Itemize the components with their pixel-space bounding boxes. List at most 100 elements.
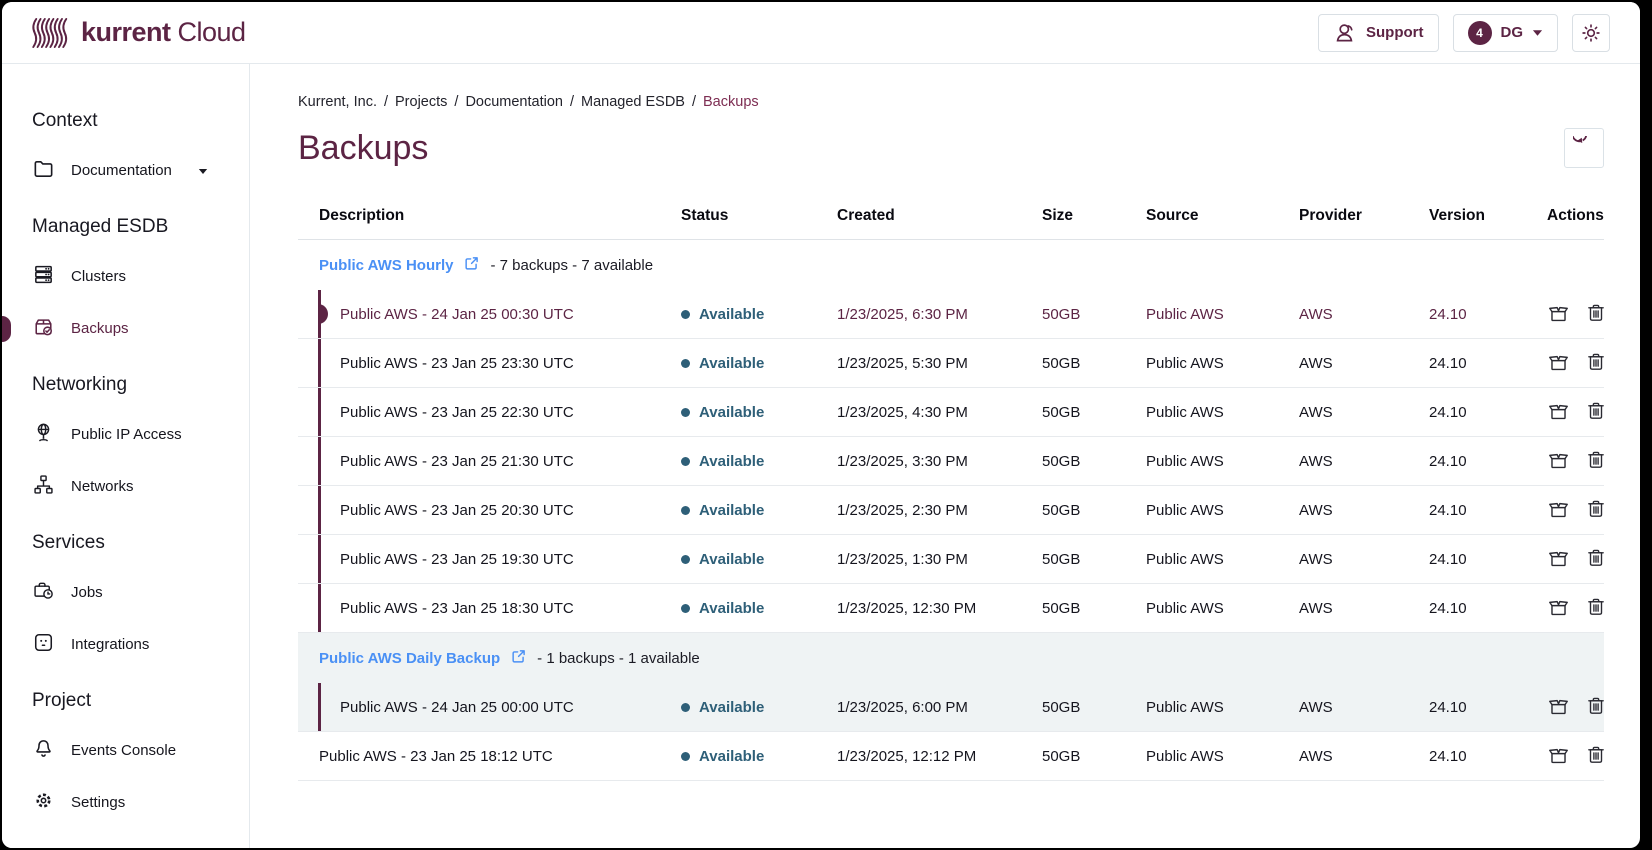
top-bar: kurrent Cloud Support 4 DG [2,2,1640,64]
open-box-icon [1547,301,1570,327]
delete-backup-button[interactable] [1585,498,1607,523]
column-header-created: Created [837,206,895,224]
backups-table: Description Status Created Size Source P… [298,192,1604,781]
backup-group-rows: Public AWS - 24 Jan 25 00:30 UTC Availab… [298,290,1604,633]
delete-backup-button[interactable] [1585,351,1607,376]
open-box-icon [1547,694,1570,720]
breadcrumb-separator: / [383,94,389,110]
theme-toggle-button[interactable] [1572,13,1610,52]
restore-backup-button[interactable] [1547,497,1570,523]
restore-backup-button[interactable] [1547,743,1570,769]
table-row[interactable]: Public AWS - 23 Jan 25 19:30 UTC Availab… [298,535,1604,584]
backup-created: 1/23/2025, 3:30 PM [837,452,968,470]
open-box-icon [1547,399,1570,425]
restore-backup-button[interactable] [1547,595,1570,621]
restore-backup-button[interactable] [1547,546,1570,572]
sidebar-item-clusters[interactable]: Clusters [32,263,249,290]
group-name-link[interactable]: Public AWS Daily Backup [319,649,501,667]
backup-created: 1/23/2025, 6:30 PM [837,305,968,323]
active-indicator [2,315,11,342]
table-header-row: Description Status Created Size Source P… [298,192,1604,240]
delete-backup-button[interactable] [1585,449,1607,474]
trash-icon [1585,547,1607,572]
sidebar-item-backups[interactable]: Backups [2,315,249,342]
breadcrumb-item-org[interactable]: Kurrent, Inc. [298,94,377,110]
sidebar-item-jobs[interactable]: Jobs [32,579,249,606]
restore-backup-button[interactable] [1547,399,1570,425]
status-dot [681,505,690,515]
open-box-icon [1547,350,1570,376]
table-row[interactable]: Public AWS - 24 Jan 25 00:30 UTC Availab… [298,290,1604,339]
table-row[interactable]: Public AWS - 23 Jan 25 21:30 UTC Availab… [298,437,1604,486]
backup-size: 50GB [1042,550,1081,568]
sidebar-item-label: Backups [71,320,129,337]
context-selector-label: Documentation [71,162,172,179]
open-box-icon [1547,743,1570,769]
backup-version: 24.10 [1429,452,1467,470]
refresh-button[interactable] [1564,128,1604,168]
backup-description: Public AWS - 23 Jan 25 21:30 UTC [340,452,574,470]
sidebar-item-settings[interactable]: Settings [32,789,249,816]
table-row[interactable]: Public AWS - 23 Jan 25 22:30 UTC Availab… [298,388,1604,437]
delete-backup-button[interactable] [1585,596,1607,621]
open-box-icon [1547,546,1570,572]
support-button[interactable]: Support [1318,13,1439,52]
table-row[interactable]: Public AWS - 23 Jan 25 20:30 UTC Availab… [298,486,1604,535]
status-dot [681,456,690,466]
status-badge: Available [681,551,837,568]
delete-backup-button[interactable] [1585,400,1607,425]
backup-created: 1/23/2025, 12:30 PM [837,599,977,617]
column-header-actions: Actions [1547,206,1604,224]
row-actions [1547,301,1607,327]
sidebar-item-integrations[interactable]: Integrations [32,631,249,658]
row-actions [1547,694,1607,720]
kurrent-cloud-logo[interactable]: kurrent Cloud [30,16,246,50]
outlet-icon [32,631,55,658]
backup-created: 1/23/2025, 6:00 PM [837,698,968,716]
status-dot [681,702,690,712]
sidebar-heading-services: Services [32,532,105,553]
restore-backup-button[interactable] [1547,301,1570,327]
breadcrumb-item-backups: Backups [703,94,759,110]
delete-backup-button[interactable] [1585,302,1607,327]
sidebar-heading-networking: Networking [32,374,128,395]
column-header-size: Size [1042,206,1074,224]
restore-backup-button[interactable] [1547,350,1570,376]
backup-size: 50GB [1042,354,1081,372]
backup-version: 24.10 [1429,354,1467,372]
sidebar-heading-project: Project [32,690,92,711]
context-selector[interactable]: Documentation [32,157,249,184]
briefcase-clock-icon [32,579,55,606]
table-row[interactable]: Public AWS - 23 Jan 25 18:30 UTC Availab… [298,584,1604,633]
table-row[interactable]: Public AWS - 23 Jan 25 18:12 UTC Availab… [298,732,1604,781]
backup-version: 24.10 [1429,305,1467,323]
table-row[interactable]: Public AWS - 24 Jan 25 00:00 UTC Availab… [298,683,1604,732]
table-row[interactable]: Public AWS - 23 Jan 25 23:30 UTC Availab… [298,339,1604,388]
backup-source: Public AWS [1146,747,1224,765]
external-link-icon[interactable] [510,648,527,669]
sidebar: Context Documentation Managed ESDB Clust… [2,64,250,848]
breadcrumb-item-projects[interactable]: Projects [395,94,448,110]
delete-backup-button[interactable] [1585,547,1607,572]
backup-provider: AWS [1299,305,1333,323]
network-nodes-icon [32,473,55,500]
backup-size: 50GB [1042,501,1081,519]
delete-backup-button[interactable] [1585,695,1607,720]
sidebar-item-public-ip-access[interactable]: Public IP Access [32,421,249,448]
sidebar-item-networks[interactable]: Networks [32,473,249,500]
backup-source: Public AWS [1146,501,1224,519]
backup-size: 50GB [1042,305,1081,323]
breadcrumb-item-project[interactable]: Documentation [465,94,563,110]
delete-backup-button[interactable] [1585,744,1607,769]
sidebar-item-events-console[interactable]: Events Console [32,737,249,764]
backup-group-rows: Public AWS - 24 Jan 25 00:00 UTC Availab… [298,683,1604,732]
backup-description: Public AWS - 24 Jan 25 00:30 UTC [340,305,574,323]
group-name-link[interactable]: Public AWS Hourly [319,256,454,274]
external-link-icon[interactable] [463,255,480,276]
status-badge: Available [681,306,837,323]
restore-backup-button[interactable] [1547,448,1570,474]
restore-backup-button[interactable] [1547,694,1570,720]
user-menu-button[interactable]: 4 DG [1452,13,1558,52]
backup-description: Public AWS - 23 Jan 25 19:30 UTC [340,550,574,568]
breadcrumb-item-managed-esdb[interactable]: Managed ESDB [581,94,685,110]
